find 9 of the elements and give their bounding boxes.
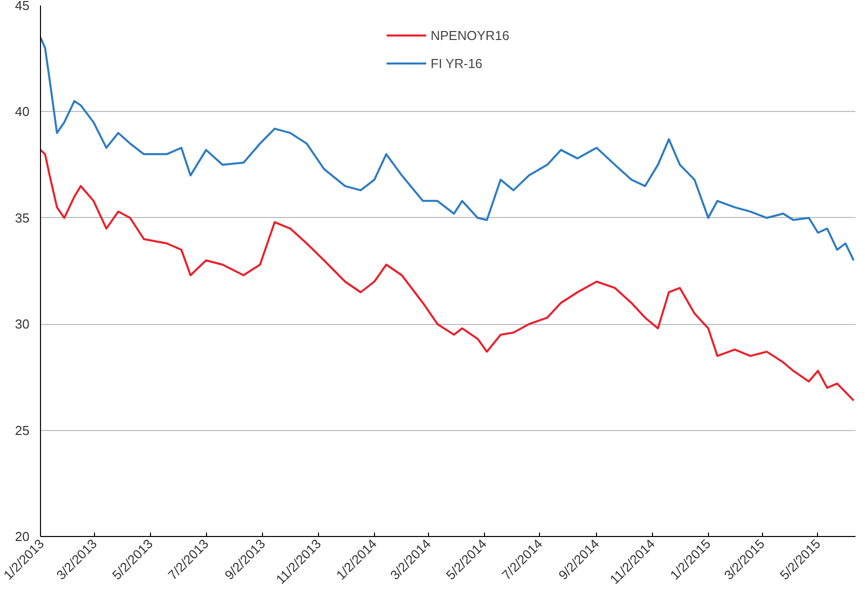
y-tick-label: 35 — [15, 210, 30, 226]
y-tick-label: 25 — [15, 422, 30, 438]
y-tick-label: 30 — [15, 316, 30, 332]
legend-label: NPENOYR16 — [430, 28, 510, 42]
y-tick-label: 40 — [15, 104, 30, 120]
legend-label: FI YR-16 — [430, 56, 482, 70]
y-tick-label: 20 — [15, 529, 30, 544]
y-tick-label: 45 — [15, 0, 30, 13]
line-series — [40, 148, 855, 402]
